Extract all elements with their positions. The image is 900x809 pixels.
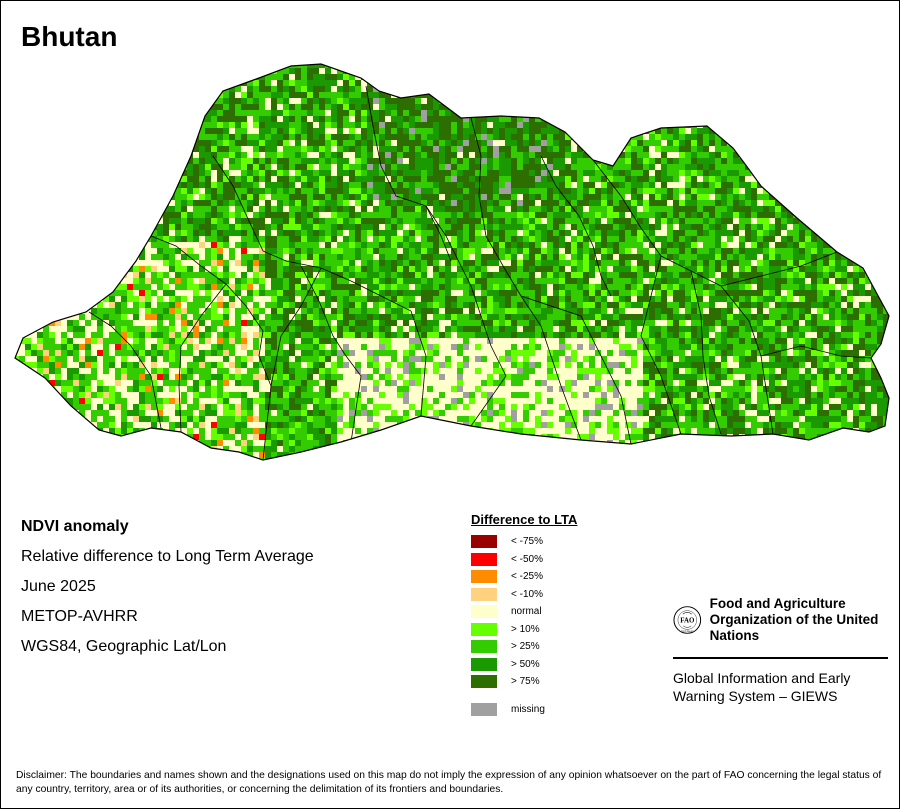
map-title: Bhutan — [21, 21, 118, 52]
legend-swatch — [471, 587, 497, 601]
legend-item: > 25% — [471, 638, 671, 656]
map-area — [1, 56, 899, 476]
legend-swatch — [471, 657, 497, 671]
legend-swatch — [471, 605, 497, 619]
legend-swatch — [471, 640, 497, 654]
fao-logo-icon: FAO FIAT PANIS — [673, 606, 702, 634]
legend-label: missing — [511, 703, 545, 715]
legend-label: < -10% — [511, 588, 543, 600]
legend-swatch — [471, 702, 497, 716]
period-label: June 2025 — [21, 578, 96, 595]
district-boundaries — [88, 85, 872, 460]
legend-label: > 10% — [511, 623, 540, 635]
organization-name: Food and Agriculture Organization of the… — [709, 596, 879, 643]
legend: Difference to LTA < -75% < -50% < -25% <… — [471, 512, 671, 718]
legend-swatch — [471, 535, 497, 549]
legend-label: < -75% — [511, 536, 543, 548]
legend-swatch — [471, 675, 497, 689]
indicator-title: NDVI anomaly — [21, 518, 129, 535]
indicator-description: Relative difference to Long Term Average — [21, 548, 314, 565]
legend-label: > 25% — [511, 641, 540, 653]
legend-label: > 75% — [511, 676, 540, 688]
legend-swatch — [471, 552, 497, 566]
legend-item: > 75% — [471, 673, 671, 691]
ndvi-anomaly-map — [14, 63, 890, 461]
legend-title: Difference to LTA — [471, 512, 578, 527]
disclaimer: Disclaimer: The boundaries and names sho… — [16, 770, 882, 795]
giews-label: Global Information and Early Warning Sys… — [673, 670, 851, 704]
fao-block: FAO FIAT PANIS Food and Agriculture Orga… — [673, 591, 888, 705]
fao-logo-letters: FAO — [680, 617, 695, 624]
legend-item: < -10% — [471, 586, 671, 604]
legend-swatch — [471, 570, 497, 584]
legend-item: > 50% — [471, 656, 671, 674]
legend-item: > 10% — [471, 621, 671, 639]
legend-label: > 50% — [511, 658, 540, 670]
ndvi-anomaly-raster — [15, 64, 889, 460]
legend-item: < -75% — [471, 533, 671, 551]
divider — [673, 657, 888, 659]
legend-swatch — [471, 622, 497, 636]
legend-label: < -25% — [511, 571, 543, 583]
legend-item: normal — [471, 603, 671, 621]
legend-item-missing: missing — [471, 701, 671, 719]
legend-item: < -25% — [471, 568, 671, 586]
fao-logo-motto: FIAT PANIS — [681, 630, 694, 633]
legend-label: normal — [511, 606, 542, 618]
projection-label: WGS84, Geographic Lat/Lon — [21, 638, 227, 655]
map-info: NDVI anomaly Relative difference to Long… — [21, 517, 314, 667]
legend-label: < -50% — [511, 553, 543, 565]
legend-item: < -50% — [471, 551, 671, 569]
sensor-label: METOP-AVHRR — [21, 608, 138, 625]
